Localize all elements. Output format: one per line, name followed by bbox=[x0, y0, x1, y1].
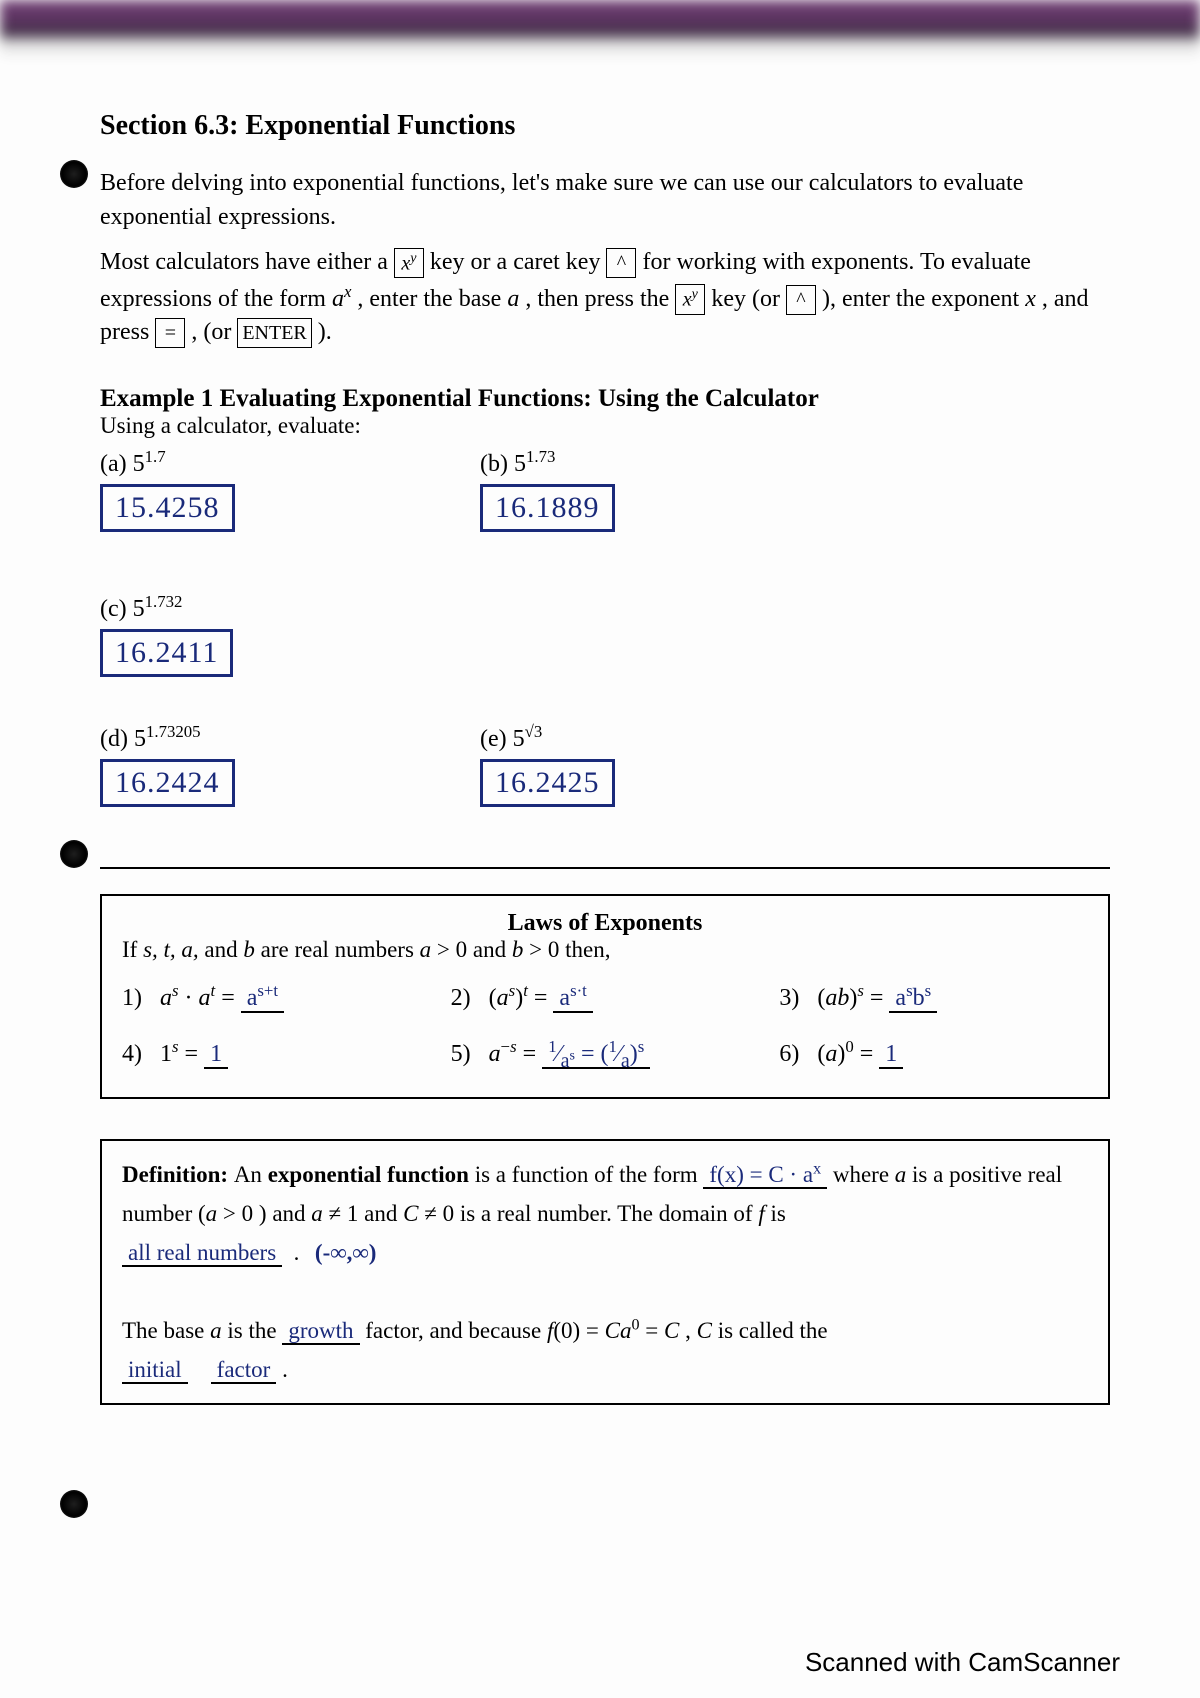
handwritten-answer: 1⁄as = (1⁄a)s bbox=[542, 1041, 650, 1069]
example-1-subtext: Using a calculator, evaluate: bbox=[100, 413, 1110, 439]
punch-hole-icon bbox=[60, 840, 88, 868]
handwritten-form: f(x) = C · ax bbox=[703, 1162, 827, 1189]
camscanner-watermark: Scanned with CamScanner bbox=[805, 1647, 1120, 1678]
example-item-b: (b) 51.73 16.1889 bbox=[480, 447, 740, 532]
punch-hole-icon bbox=[60, 1490, 88, 1518]
answer-box: 16.2411 bbox=[100, 629, 233, 677]
label: (b) 5 bbox=[480, 451, 526, 477]
laws-condition: If s, t, a, and b are real numbers a > 0… bbox=[122, 937, 1088, 963]
section-title: Section 6.3: Exponential Functions bbox=[100, 110, 1110, 142]
top-shadow-decoration bbox=[0, 0, 1200, 60]
text: , then press the bbox=[525, 286, 675, 312]
handwritten-interval: (-∞,∞) bbox=[311, 1240, 381, 1265]
answer-box: 15.4258 bbox=[100, 484, 235, 532]
text: Most calculators have either a bbox=[100, 249, 394, 275]
exponent: 1.732 bbox=[145, 592, 183, 611]
text: ), enter the exponent bbox=[822, 286, 1025, 312]
key-caret: ^ bbox=[606, 248, 636, 278]
intro-paragraph: Before delving into exponential function… bbox=[100, 167, 1110, 234]
handwritten-domain: all real numbers bbox=[122, 1240, 282, 1267]
example-1-title: Example 1 Evaluating Exponential Functio… bbox=[100, 385, 1110, 413]
handwritten-answer: 1 bbox=[879, 1041, 903, 1069]
text: key or a caret key bbox=[430, 249, 607, 275]
handwritten-answer: asbs bbox=[889, 985, 937, 1013]
text: ). bbox=[318, 319, 332, 345]
handwritten-initial: initial bbox=[122, 1357, 188, 1384]
laws-title: Laws of Exponents bbox=[122, 910, 1088, 937]
definition-term: exponential function bbox=[268, 1162, 469, 1187]
handwritten-answer: as+t bbox=[241, 985, 284, 1013]
calculator-paragraph: Most calculators have either a xy key or… bbox=[100, 246, 1110, 350]
key-enter: ENTER bbox=[237, 318, 311, 348]
law-6: 6) (a)0 = 1 bbox=[779, 1037, 1088, 1073]
example-1-row-1: (a) 51.7 15.4258 (b) 51.73 16.1889 (c) 5… bbox=[100, 447, 1110, 677]
definition-box: Definition: An exponential function is a… bbox=[100, 1139, 1110, 1406]
exponent: 1.7 bbox=[145, 447, 166, 466]
example-item-c: (c) 51.732 16.2411 bbox=[100, 592, 360, 677]
example-item-a: (a) 51.7 15.4258 bbox=[100, 447, 360, 532]
answer-box: 16.1889 bbox=[480, 484, 615, 532]
definition-lead: Definition: bbox=[122, 1162, 234, 1187]
example-item-d: (d) 51.73205 16.2424 bbox=[100, 722, 360, 807]
handwritten-growth: growth bbox=[282, 1318, 359, 1345]
key-xy: xy bbox=[675, 284, 705, 315]
key-xy: xy bbox=[394, 248, 424, 279]
text: , (or bbox=[191, 319, 237, 345]
law-4: 4) 1s = 1 bbox=[122, 1037, 431, 1073]
label: (e) 5 bbox=[480, 726, 525, 752]
text: key (or bbox=[711, 286, 786, 312]
label: (c) 5 bbox=[100, 596, 145, 622]
answer-box: 16.2425 bbox=[480, 759, 615, 807]
key-caret: ^ bbox=[786, 285, 816, 315]
separator bbox=[100, 867, 1110, 869]
laws-grid: 1) as · at = as+t 2) (as)t = as·t 3) (ab… bbox=[122, 981, 1088, 1073]
label: (a) 5 bbox=[100, 451, 145, 477]
law-3: 3) (ab)s = asbs bbox=[779, 981, 1088, 1012]
key-equals: = bbox=[155, 318, 185, 348]
page: Section 6.3: Exponential Functions Befor… bbox=[0, 0, 1200, 1698]
example-item-e: (e) 5√3 16.2425 bbox=[480, 722, 740, 807]
law-5: 5) a−s = 1⁄as = (1⁄a)s bbox=[451, 1037, 760, 1073]
exponent: 1.73 bbox=[526, 447, 555, 466]
handwritten-factor: factor bbox=[211, 1357, 277, 1384]
laws-of-exponents-box: Laws of Exponents If s, t, a, and b are … bbox=[100, 894, 1110, 1099]
handwritten-answer: 1 bbox=[204, 1041, 228, 1069]
handwritten-answer: as·t bbox=[553, 985, 592, 1013]
punch-hole-icon bbox=[60, 160, 88, 188]
exponent: 1.73205 bbox=[146, 722, 201, 741]
law-2: 2) (as)t = as·t bbox=[451, 981, 760, 1012]
law-1: 1) as · at = as+t bbox=[122, 981, 431, 1012]
example-1-row-2: (d) 51.73205 16.2424 (e) 5√3 16.2425 bbox=[100, 722, 1110, 807]
exponent: √3 bbox=[525, 722, 543, 741]
text: , enter the base bbox=[357, 286, 507, 312]
label: (d) 5 bbox=[100, 726, 146, 752]
answer-box: 16.2424 bbox=[100, 759, 235, 807]
